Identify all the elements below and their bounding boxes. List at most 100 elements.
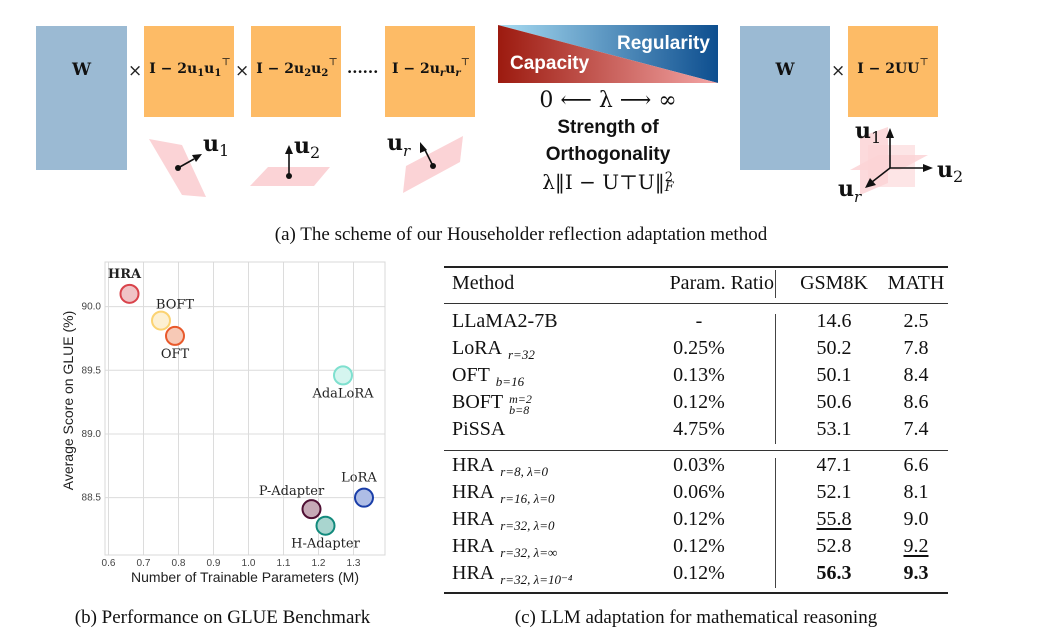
point-label-hra: HRA: [108, 267, 142, 282]
y-tick-label: 89.0: [82, 429, 102, 440]
vector-u1-label: u1: [203, 131, 230, 160]
vector-ur-label: ur: [387, 130, 411, 160]
column-separator: [775, 314, 776, 444]
x-tick-label: 1.2: [312, 558, 326, 569]
gradient-triangles: [498, 25, 718, 83]
vector-ur-arrow: [424, 149, 434, 167]
reflection-block-1: [144, 26, 234, 117]
weight-matrix-label-right: W: [775, 60, 795, 80]
method-name: HRA: [452, 562, 495, 584]
method-hyperparams: r=32, λ=0: [500, 518, 555, 533]
vector-u1-arrow: [177, 158, 195, 169]
capacity-label: Capacity: [510, 53, 590, 74]
axis-ur-arrow: [871, 167, 891, 183]
glue-scatter-chart: 0.6 0.7 0.8 0.9 1.0 1.1 1.2 1.3 88.5 89.0 89.5 90.0…: [60, 261, 386, 585]
table-row: HRA r=32, λ=∞ 0.12% 52.8 9.2: [444, 535, 948, 561]
header-rule: [444, 303, 948, 304]
cell-gsm8k: 55.8: [816, 508, 852, 530]
x-tick-label: 1.0: [242, 558, 256, 569]
method-hyperparams: r=32, λ=∞: [500, 545, 558, 560]
cell-gsm8k: 50.6: [816, 391, 852, 413]
strength-line-1: Strength of: [557, 117, 659, 138]
header-param-ratio: Param. Ratio: [669, 272, 774, 294]
group-separator-rule: [444, 450, 948, 451]
header-gsm8k: GSM8K: [800, 272, 868, 294]
caption-b: (b) Performance on GLUE Benchmark: [74, 607, 371, 628]
cell-param-ratio: -: [695, 310, 703, 332]
cell-gsm8k: 53.1: [816, 418, 852, 440]
reflection-block-2-label: I − 2u 2 u 2 ⊤: [256, 56, 338, 79]
cell-param-ratio: 0.12%: [673, 391, 725, 413]
point-label-h-adapter: H-Adapter: [291, 537, 360, 552]
point-lora: [354, 487, 374, 508]
arrowhead-icon: [886, 128, 894, 138]
cell-method: LoRA r=32: [452, 337, 535, 362]
method-name: LoRA: [452, 337, 502, 359]
method-name: OFT: [452, 364, 490, 386]
capacity-regularity-gradient: Capacity Regularity: [498, 25, 718, 83]
arrowhead-icon: [923, 164, 933, 172]
regularity-label: Regularity: [617, 33, 710, 54]
arrowhead-icon: [285, 145, 293, 154]
y-axis-label: Average Score on GLUE (%): [60, 311, 76, 491]
cell-param-ratio: 0.06%: [673, 481, 725, 503]
point-label-p-adapter: P-Adapter: [259, 484, 325, 499]
plot-frame: [104, 261, 386, 556]
axis-u2-label: u2: [937, 157, 964, 186]
ellipsis: ......: [347, 59, 379, 77]
table-row: HRA r=8, λ=0 0.03% 47.1 6.6: [444, 454, 948, 480]
cell-gsm8k: 47.1: [816, 454, 852, 476]
point-hra: [119, 283, 140, 304]
arrowhead-icon: [865, 178, 876, 188]
cell-math: 2.5: [903, 310, 929, 332]
vector-u2-label: u2: [294, 133, 321, 162]
table-row: HRA r=16, λ=0 0.06% 52.1 8.1: [444, 481, 948, 507]
table-top-rule: [444, 266, 948, 268]
cell-method: OFT b=16: [452, 364, 524, 389]
cell-method: BOFT m=2 b=8: [452, 391, 532, 416]
strength-line-2: Orthogonality: [545, 144, 671, 165]
point-h-adapter: [315, 515, 336, 536]
reflection-block-r-label: I − 2u r u r ⊤: [391, 56, 471, 79]
cell-method: HRA r=8, λ=0: [452, 454, 548, 479]
x-axis-label: Number of Trainable Parameters (M): [131, 569, 359, 585]
results-table: Method Param. Ratio GSM8K MATH LLaMA2-7B…: [444, 266, 948, 596]
weight-matrix-label: W: [71, 60, 92, 80]
cell-gsm8k: 52.1: [816, 481, 852, 503]
point-label-oft: OFT: [161, 347, 190, 362]
header-math: MATH: [887, 272, 945, 294]
cell-math: 8.4: [903, 364, 929, 386]
point-oft: [165, 325, 185, 346]
x-tick-label: 0.7: [137, 558, 151, 569]
point-label-lora: LoRA: [341, 471, 377, 486]
point-boft: [151, 310, 171, 331]
cell-param-ratio: 0.12%: [673, 535, 725, 557]
orthogonality-strength-title: Strength of Orthogonality: [508, 114, 708, 168]
data-points: HRA BOFT OFT AdaLoRA P-Adapter H-Adapter LoRA: [108, 267, 378, 552]
combined-reflection-block: [848, 26, 938, 117]
table-row: OFT b=16 0.13% 50.1 8.4: [444, 364, 948, 390]
cell-gsm8k: 56.3: [816, 562, 852, 584]
cell-method: HRA r=32, λ=0: [452, 508, 555, 533]
method-name: HRA: [452, 454, 495, 476]
cell-gsm8k: 14.6: [816, 310, 852, 332]
column-separator: [775, 458, 776, 588]
table-bottom-rule: [444, 592, 948, 594]
cell-param-ratio: 0.25%: [673, 337, 725, 359]
table-row: PiSSA 4.75% 53.1 7.4: [444, 418, 948, 444]
regularizer-formula: λ‖I − U⊤U‖ 2 F: [542, 170, 674, 195]
method-name: BOFT: [452, 391, 504, 413]
caption-a: (a) The scheme of our Householder reflec…: [274, 224, 768, 245]
cell-param-ratio: 4.75%: [673, 418, 725, 440]
table-row: HRA r=32, λ=10⁻⁴ 0.12% 56.3 9.3: [444, 562, 948, 588]
cell-math: 8.6: [903, 391, 929, 413]
x-tick-label: 0.6: [102, 558, 116, 569]
x-tick-label: 1.3: [347, 558, 361, 569]
method-name: LLaMA2-7B: [452, 310, 558, 332]
cell-param-ratio: 0.12%: [673, 508, 725, 530]
cell-gsm8k: 50.2: [816, 337, 852, 359]
multiply-symbol: ×: [831, 61, 846, 81]
table-row: LoRA r=32 0.25% 50.2 7.8: [444, 337, 948, 363]
method-hyperparams: r=32: [508, 347, 535, 362]
axis-ur-label: ur: [838, 176, 862, 206]
